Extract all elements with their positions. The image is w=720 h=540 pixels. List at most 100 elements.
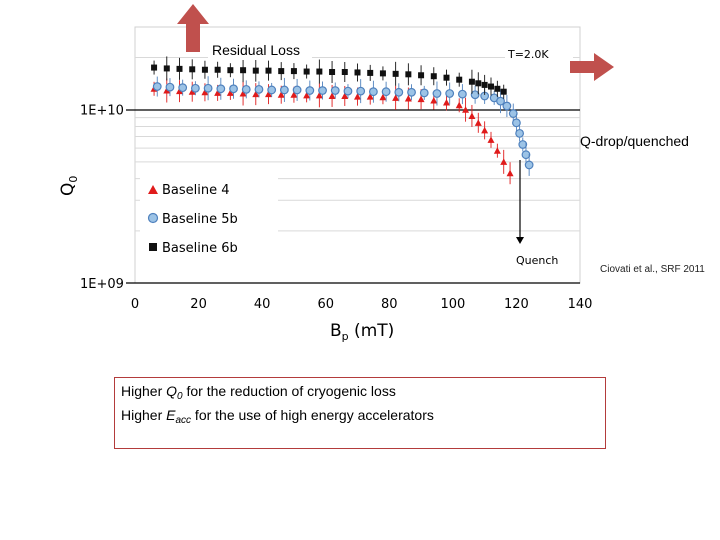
legend-label-baseline-6b: Baseline 6b	[162, 241, 238, 256]
note-line1-var: Q	[166, 383, 178, 399]
data-point	[165, 82, 175, 92]
data-point	[368, 87, 378, 97]
data-point	[240, 67, 247, 74]
data-point	[493, 147, 501, 154]
x-tick-label: 120	[504, 297, 529, 312]
data-point	[404, 95, 412, 102]
data-point	[267, 85, 277, 95]
data-point	[356, 86, 366, 96]
x-tick-label: 100	[440, 297, 465, 312]
temperature-label-bg	[505, 44, 573, 64]
data-point	[252, 90, 260, 98]
data-point	[354, 93, 361, 100]
data-point	[254, 84, 264, 94]
citation-credit: Ciovati et al., SRF 2011	[600, 264, 705, 275]
data-point	[418, 72, 425, 79]
data-point	[481, 126, 489, 134]
data-point	[303, 91, 311, 99]
data-point	[502, 101, 512, 111]
data-point	[178, 83, 188, 93]
series-layer	[150, 56, 534, 185]
data-point	[407, 87, 416, 97]
data-point	[443, 74, 450, 81]
data-point	[379, 70, 386, 77]
legend-marker-baseline-4	[148, 185, 158, 194]
data-point	[419, 88, 429, 98]
x-tick-label: 140	[568, 297, 593, 312]
data-point	[303, 68, 310, 75]
data-point	[405, 71, 412, 78]
legend-label-baseline-4: Baseline 4	[162, 183, 230, 198]
data-point	[518, 140, 528, 149]
data-point	[430, 73, 437, 80]
data-point	[392, 70, 399, 77]
data-point	[290, 91, 298, 98]
data-point	[176, 65, 183, 72]
quench-arrowhead	[516, 237, 524, 244]
data-point	[278, 68, 285, 75]
data-point	[487, 136, 495, 143]
data-point	[456, 76, 463, 83]
y-tick-label: 1E+10	[80, 104, 124, 119]
data-point	[343, 86, 353, 96]
note-line2-suffix: for the use of high energy accelerators	[191, 407, 434, 423]
data-point	[379, 93, 387, 101]
note-line2-var: E	[166, 407, 176, 423]
x-tick-label: 60	[317, 297, 334, 312]
data-point	[457, 89, 467, 99]
residual-loss-arrow	[177, 4, 209, 52]
data-point	[341, 68, 348, 75]
legend-marker-baseline-6b	[149, 243, 157, 251]
data-point	[381, 87, 391, 97]
data-point	[515, 128, 525, 138]
data-point	[214, 66, 221, 73]
series-baseline-4	[150, 78, 514, 185]
series-baseline-5b	[152, 76, 534, 176]
x-tick-labels: 0 20 40 60 80 100 120 140	[131, 297, 593, 312]
data-point	[265, 90, 272, 98]
data-point	[151, 64, 158, 71]
series-baseline-6b	[151, 56, 507, 99]
data-point	[430, 96, 438, 104]
data-point	[521, 150, 531, 160]
data-point	[512, 118, 521, 128]
x-tick-label: 80	[381, 297, 398, 312]
data-point	[152, 82, 162, 91]
data-point	[189, 66, 196, 73]
y-tick-label: 1E+09	[80, 277, 124, 292]
x-axis-title: Bp (mT)	[330, 321, 394, 343]
data-point	[188, 88, 196, 95]
data-point	[394, 87, 404, 97]
data-point	[316, 68, 323, 75]
data-point	[163, 87, 171, 94]
data-point	[392, 94, 400, 101]
data-point	[470, 90, 480, 100]
higher-field-arrow	[570, 53, 614, 81]
data-point	[468, 112, 476, 119]
q-drop-label: Q-drop/quenched	[580, 133, 689, 149]
data-point	[488, 83, 494, 90]
data-point	[462, 106, 470, 113]
data-point	[318, 86, 327, 95]
data-point	[201, 88, 209, 96]
data-point	[292, 85, 302, 95]
data-point	[508, 109, 518, 118]
data-point	[474, 119, 482, 126]
data-point	[252, 67, 259, 74]
data-point	[443, 99, 450, 106]
data-point	[277, 91, 285, 98]
note-line2-sub: acc	[175, 415, 192, 426]
data-point	[190, 83, 200, 93]
data-point	[329, 68, 336, 75]
data-point	[163, 65, 170, 72]
data-point	[367, 69, 374, 76]
note-line2-prefix: Higher	[121, 407, 167, 423]
data-point	[494, 85, 501, 92]
data-point	[506, 169, 514, 177]
data-point	[481, 81, 488, 88]
temperature-label: T=2.0K	[507, 48, 549, 61]
note-line1-sub: 0	[177, 391, 183, 402]
data-point	[239, 89, 247, 97]
data-point	[305, 86, 315, 95]
